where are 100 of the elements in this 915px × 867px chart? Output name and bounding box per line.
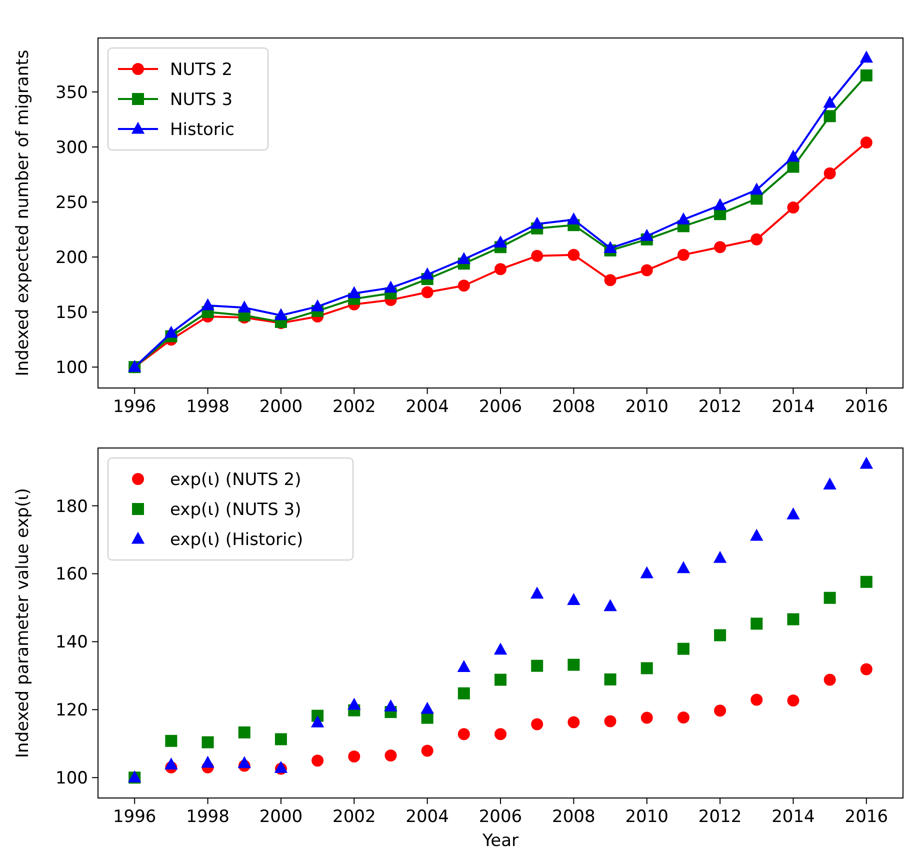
point [824,674,836,686]
point [787,201,800,214]
point [787,613,800,626]
point [604,241,617,254]
point [860,663,872,676]
point [568,248,580,261]
point [786,150,800,162]
y-axis-title: Indexed expected number of migrants [13,50,33,376]
x-tick-label: 2014 [772,397,815,417]
point [420,267,434,280]
point [494,642,508,655]
point [531,660,544,672]
point [824,167,836,180]
x-tick-label: 2010 [625,397,668,417]
point [421,744,434,757]
x-tick-label: 2012 [698,397,742,417]
x-tick-label: 2008 [552,397,596,417]
legend-label: exp(ι) (NUTS 2) [170,470,302,490]
point [384,750,397,762]
point [494,728,506,740]
y-axis-title: Indexed parameter value exp(ι) [13,488,33,758]
point [823,478,836,490]
x-tick-label: 2004 [406,397,449,417]
point [604,274,616,286]
point [458,728,470,740]
point [604,715,616,728]
point [421,286,434,298]
x-tick-label: 1996 [112,397,156,417]
y-tick-label: 100 [56,768,88,789]
point [457,252,471,264]
point [420,702,434,714]
point [786,507,800,520]
point [165,734,178,747]
point [530,216,544,229]
x-tick-label: 2000 [259,807,303,827]
point [202,736,214,748]
y-tick-label: 200 [56,248,88,268]
point [310,715,324,728]
x-tick-label: 2012 [698,807,742,827]
legend-label: Historic [170,120,234,140]
point [787,160,800,173]
x-tick-label: 2016 [844,397,888,417]
point [750,182,764,195]
point [567,593,580,606]
point [567,212,580,224]
point [164,326,178,338]
point [348,286,361,298]
y-tick-label: 180 [56,496,88,517]
point [860,136,872,149]
y-tick-label: 160 [56,564,88,585]
point [531,250,544,262]
point [310,299,324,312]
x-tick-label: 1998 [186,397,230,417]
y-tick-label: 350 [56,82,88,103]
point [713,198,727,210]
point [640,264,653,276]
point [676,212,690,224]
point [750,618,763,630]
y-tick-label: 100 [56,358,88,378]
point [604,673,616,686]
point [530,586,544,599]
x-tick-label: 1998 [186,807,230,827]
point [164,758,178,770]
point [348,750,360,763]
point [274,308,288,320]
point [604,599,617,612]
x-tick-label: 1996 [112,807,156,827]
point [274,733,287,746]
legend-label: NUTS 3 [170,90,233,110]
point [568,716,580,728]
point [787,694,800,706]
point [860,69,872,82]
point [531,718,544,730]
point [201,298,214,310]
legend-label: NUTS 2 [170,60,233,80]
point [860,576,872,588]
point [824,592,836,604]
point [457,660,471,672]
point [750,694,763,706]
point [750,528,764,541]
point [494,236,508,248]
point [312,754,324,767]
y-tick-label: 150 [56,303,88,324]
point [824,110,836,122]
point [494,674,506,686]
point [201,756,214,768]
point [494,263,506,276]
point [238,756,251,768]
y-tick-label: 300 [56,138,88,158]
y-tick-label: 120 [56,700,88,721]
point [640,712,653,724]
point [714,704,726,717]
point [348,698,361,710]
point [568,658,580,671]
legend-label: exp(ι) (NUTS 3) [170,500,302,520]
x-tick-label: 2002 [332,807,376,827]
x-tick-label: 2006 [478,397,522,417]
point [677,248,690,261]
point [640,566,654,578]
point [384,280,398,293]
